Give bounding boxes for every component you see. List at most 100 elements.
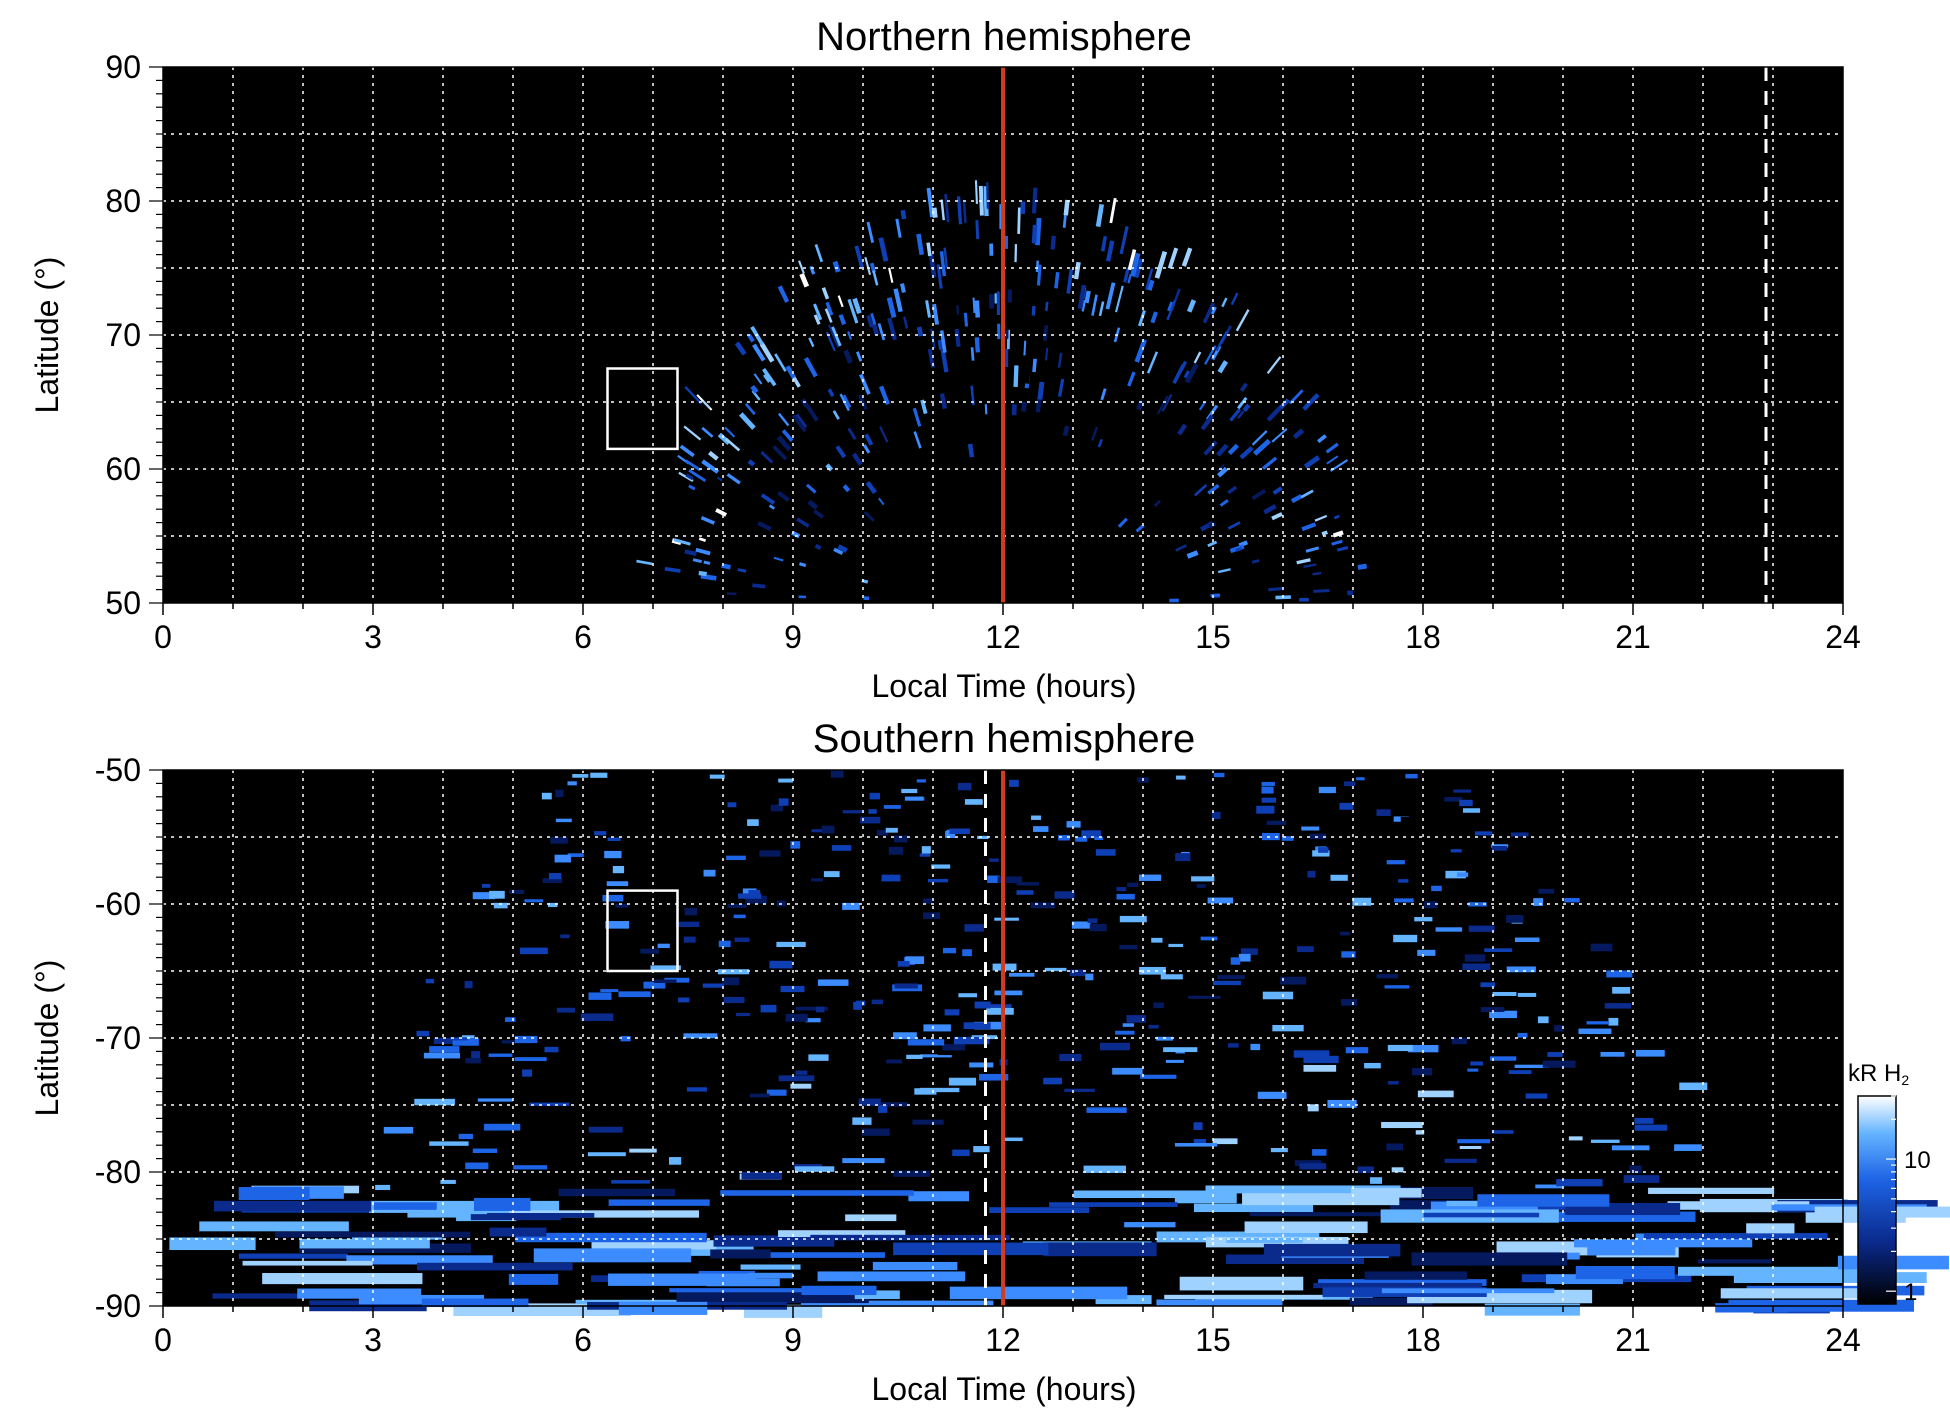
emission-patch — [984, 1004, 1012, 1009]
emission-patch — [778, 1075, 815, 1082]
emission-streak — [1261, 456, 1278, 470]
x-axis-ticks: 0 3 6 9 12 15 18 21 24 — [154, 603, 1861, 655]
emission-band — [1697, 1259, 1772, 1264]
emission-streak — [684, 459, 701, 472]
emission-patch — [894, 983, 918, 989]
emission-patch — [808, 1054, 829, 1061]
emission-patch — [1318, 786, 1336, 794]
emission-band — [1733, 1272, 1927, 1284]
emission-band — [1179, 1276, 1304, 1291]
emission-patch — [821, 825, 835, 834]
emission-patch — [1100, 1042, 1130, 1051]
emission-patch — [726, 855, 746, 861]
emission-patch — [962, 949, 972, 957]
emission-patch — [1489, 1056, 1517, 1061]
y-axis-label: Latitude (°) — [29, 960, 65, 1117]
emission-patch — [1009, 779, 1019, 787]
x-axis-label: Local Time (hours) — [872, 1371, 1137, 1407]
emission-streak — [872, 270, 879, 286]
emission-streak — [855, 351, 863, 362]
emission-patch — [770, 804, 783, 812]
emission-patch — [590, 772, 608, 778]
emission-patch — [748, 889, 761, 897]
y-tick-label: 80 — [105, 183, 141, 219]
emission-band — [515, 1232, 707, 1243]
emission-streak — [777, 490, 790, 502]
emission-band — [1226, 1254, 1365, 1265]
emission-streak — [939, 393, 947, 410]
emission-patch — [1464, 954, 1486, 962]
emission-patch — [785, 1013, 808, 1022]
emission-patch — [734, 937, 750, 942]
emission-patch — [989, 858, 999, 862]
emission-patch — [1115, 1030, 1135, 1035]
emission-streak — [832, 410, 840, 420]
emission-patch — [702, 983, 724, 988]
emission-patch — [1261, 786, 1274, 794]
emission-patch — [1506, 966, 1536, 973]
emission-patch — [1262, 991, 1294, 1000]
emission-patch — [1217, 975, 1245, 980]
emission-patch — [893, 1032, 917, 1040]
emission-streak — [1202, 302, 1216, 324]
emission-streak — [808, 337, 815, 348]
x-tick-label: 6 — [574, 619, 592, 655]
emission-patch — [1590, 943, 1613, 952]
emission-patch — [1330, 874, 1348, 881]
x-tick-label: 9 — [784, 619, 802, 655]
emission-patch — [923, 898, 933, 904]
emission-streak — [1134, 258, 1144, 279]
emission-patch — [1489, 1010, 1517, 1019]
emission-streak — [724, 426, 736, 438]
emission-patch — [881, 874, 901, 882]
emission-patch — [1394, 898, 1414, 903]
emission-patch — [1139, 966, 1166, 975]
emission-band — [1249, 1212, 1438, 1217]
emission-streak — [1054, 271, 1060, 289]
emission-patch — [1175, 853, 1191, 862]
emission-band — [297, 1288, 422, 1299]
emission-patch — [440, 1179, 456, 1184]
emission-patch — [1386, 1143, 1404, 1151]
emission-streak — [700, 573, 717, 581]
emission-streak — [772, 445, 788, 461]
emission-patch — [1444, 796, 1463, 802]
emission-streak — [1161, 393, 1173, 412]
panel-title: Southern hemisphere — [813, 717, 1195, 761]
emission-patch — [1508, 1070, 1532, 1075]
emission-streak — [1321, 530, 1328, 536]
emission-patch — [949, 828, 970, 834]
emission-patch — [1568, 1136, 1583, 1141]
emission-streak — [1084, 290, 1091, 304]
emission-streak — [1268, 587, 1284, 592]
emission-streak — [1081, 300, 1086, 312]
emission-streak — [1057, 352, 1063, 368]
emission-patch — [572, 774, 589, 778]
emission-band — [608, 1273, 757, 1286]
emission-streak — [1062, 425, 1070, 437]
emission-band — [1349, 1297, 1433, 1306]
emission-patch — [1345, 1047, 1369, 1054]
emission-streak — [760, 450, 774, 464]
colorbar-gradient — [1857, 1095, 1897, 1305]
emission-patch — [1491, 844, 1509, 848]
x-tick-label: 18 — [1405, 619, 1441, 655]
emission-patch — [1467, 1068, 1479, 1072]
emission-patch — [1462, 808, 1481, 813]
emission-streak — [864, 433, 874, 446]
emission-patch — [1083, 1165, 1126, 1173]
emission-band — [213, 1200, 372, 1212]
emission-streak — [928, 253, 937, 278]
emission-patch — [472, 1148, 498, 1153]
emission-band — [1667, 1201, 1810, 1210]
emission-patch — [912, 1119, 944, 1125]
emission-patch — [1535, 1184, 1563, 1189]
emission-streak — [1316, 434, 1327, 444]
emission-patch — [766, 1089, 787, 1096]
emission-band — [989, 1207, 1090, 1214]
emission-patch — [811, 829, 828, 833]
emission-streak — [984, 404, 988, 415]
emission-streak — [753, 373, 763, 385]
emission-patch — [1370, 1177, 1383, 1184]
emission-patch — [594, 831, 607, 836]
